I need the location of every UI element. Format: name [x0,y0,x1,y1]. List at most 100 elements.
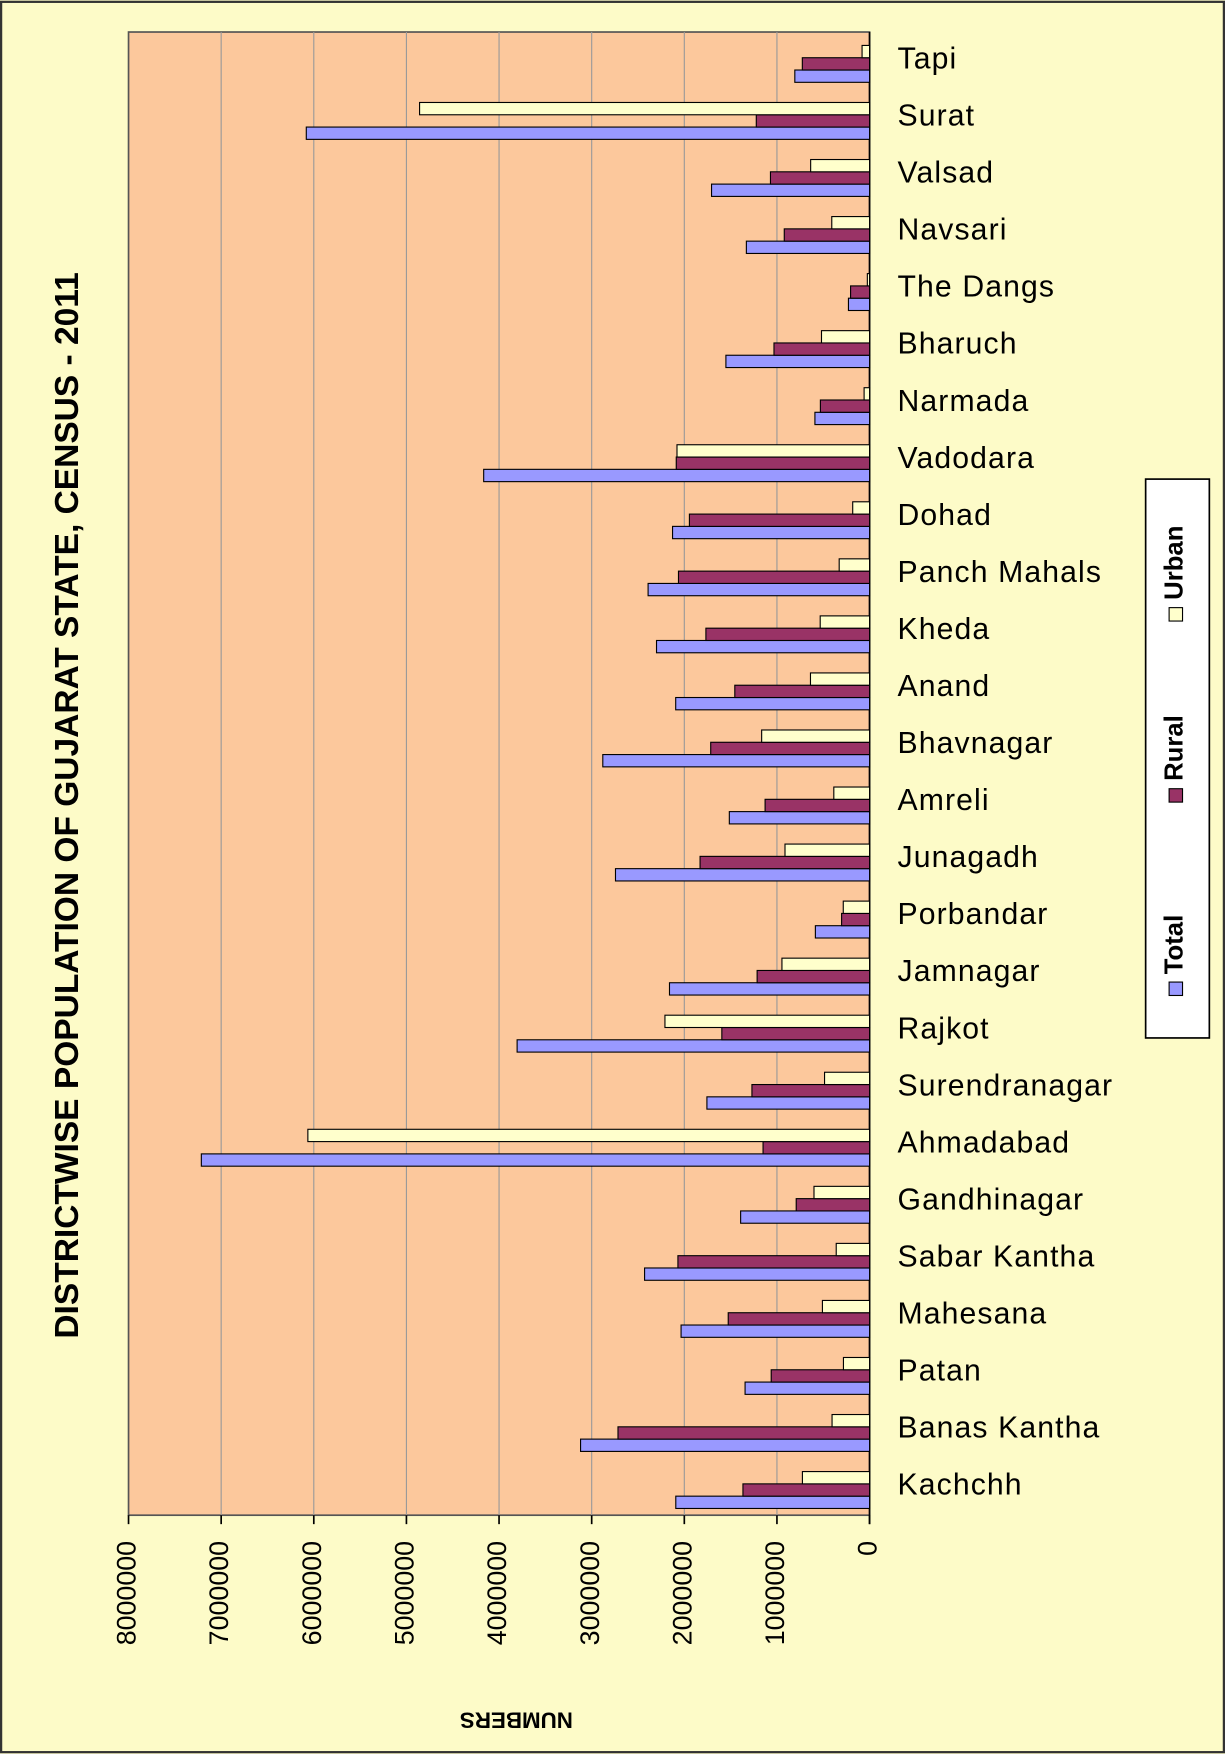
bar [668,982,871,996]
bar [740,1210,871,1224]
bar [644,1267,871,1281]
bar [699,855,871,870]
bar [705,627,871,642]
bar [725,354,871,369]
bar [483,468,871,483]
bar [842,1356,871,1371]
y-tick-label: 2000000 [667,1541,697,1645]
bar [863,387,871,401]
bar [745,240,871,255]
category-label: Sabar Kantha [898,1240,1096,1273]
bar [742,1483,871,1497]
bar [419,101,871,116]
category-label: Dohad [898,499,992,532]
category-label: The Dangs [898,271,1056,304]
bar [861,44,871,59]
bar [801,57,871,71]
bar [516,1039,871,1053]
bar [814,411,871,426]
bar [814,925,871,939]
bar [602,754,871,768]
category-label: Amreli [898,784,990,817]
category-label: Patan [898,1355,982,1388]
bar [688,513,871,527]
bar [710,741,871,756]
bar [728,811,871,825]
category-label: Narmada [898,385,1030,418]
bar [675,696,871,711]
y-tick-label: 7000000 [204,1541,234,1645]
bar [809,672,871,686]
y-tick-label: 1000000 [760,1541,790,1645]
category-label: Ahmadabad [898,1126,1071,1159]
bar [820,330,871,344]
bar [841,912,871,927]
bar [710,183,871,197]
chart-title: DISTRICTWISE POPULATION OF GUJARAT STATE… [49,272,86,1338]
y-tick-label: 3000000 [575,1541,605,1645]
bar [850,285,871,299]
y-tick-label: 6000000 [297,1541,327,1645]
bar [614,868,871,882]
bar [764,798,871,813]
legend-swatch [1168,981,1184,997]
category-label: Gandhinagar [898,1183,1085,1216]
bar [647,582,871,597]
category-label: Vadodara [898,442,1036,475]
bar [761,729,871,743]
y-axis-label: NUMBERS [460,1708,573,1733]
bar [617,1426,871,1440]
bar [842,900,871,914]
y-tick-label: 5000000 [390,1541,420,1645]
category-label: Kachchh [898,1469,1023,1502]
bar [852,501,871,515]
bar [847,297,871,312]
bar [756,969,871,984]
bar [751,1083,871,1098]
y-tick-label: 8000000 [112,1541,142,1645]
bar [831,216,871,230]
bar [794,69,871,83]
category-label: Bharuch [898,328,1018,361]
bar [838,558,871,572]
bar [305,126,871,140]
legend [1144,478,1211,1039]
y-tick-label: 4000000 [482,1541,512,1645]
legend-label: Total [1161,915,1189,974]
category-label: Junagadh [898,841,1039,874]
bar [655,639,871,654]
category-label: Mahesana [898,1298,1048,1331]
bar [676,444,871,458]
category-label: Valsad [898,157,995,190]
bar [784,843,871,857]
bar [675,456,871,470]
bar [810,158,871,173]
bar [821,1299,871,1314]
bar [671,525,871,540]
category-label: Rajkot [898,1012,990,1045]
bar [813,1185,871,1200]
bar [706,1096,871,1110]
bar [762,1141,871,1155]
bar [801,1471,871,1485]
bar [677,1255,871,1269]
legend-label: Rural [1161,715,1189,781]
bar [770,1369,871,1383]
bar [734,684,871,699]
bar [677,570,871,584]
bar [200,1153,871,1167]
bar [721,1026,871,1041]
bar [680,1324,871,1338]
bar [727,1312,871,1326]
bar [833,786,871,800]
legend-swatch [1168,607,1184,622]
y-tick-label: 0 [853,1541,883,1556]
category-label: Panch Mahals [898,556,1103,589]
bar [769,171,871,185]
bar [819,399,871,413]
bar [744,1381,871,1395]
bar [783,228,871,242]
